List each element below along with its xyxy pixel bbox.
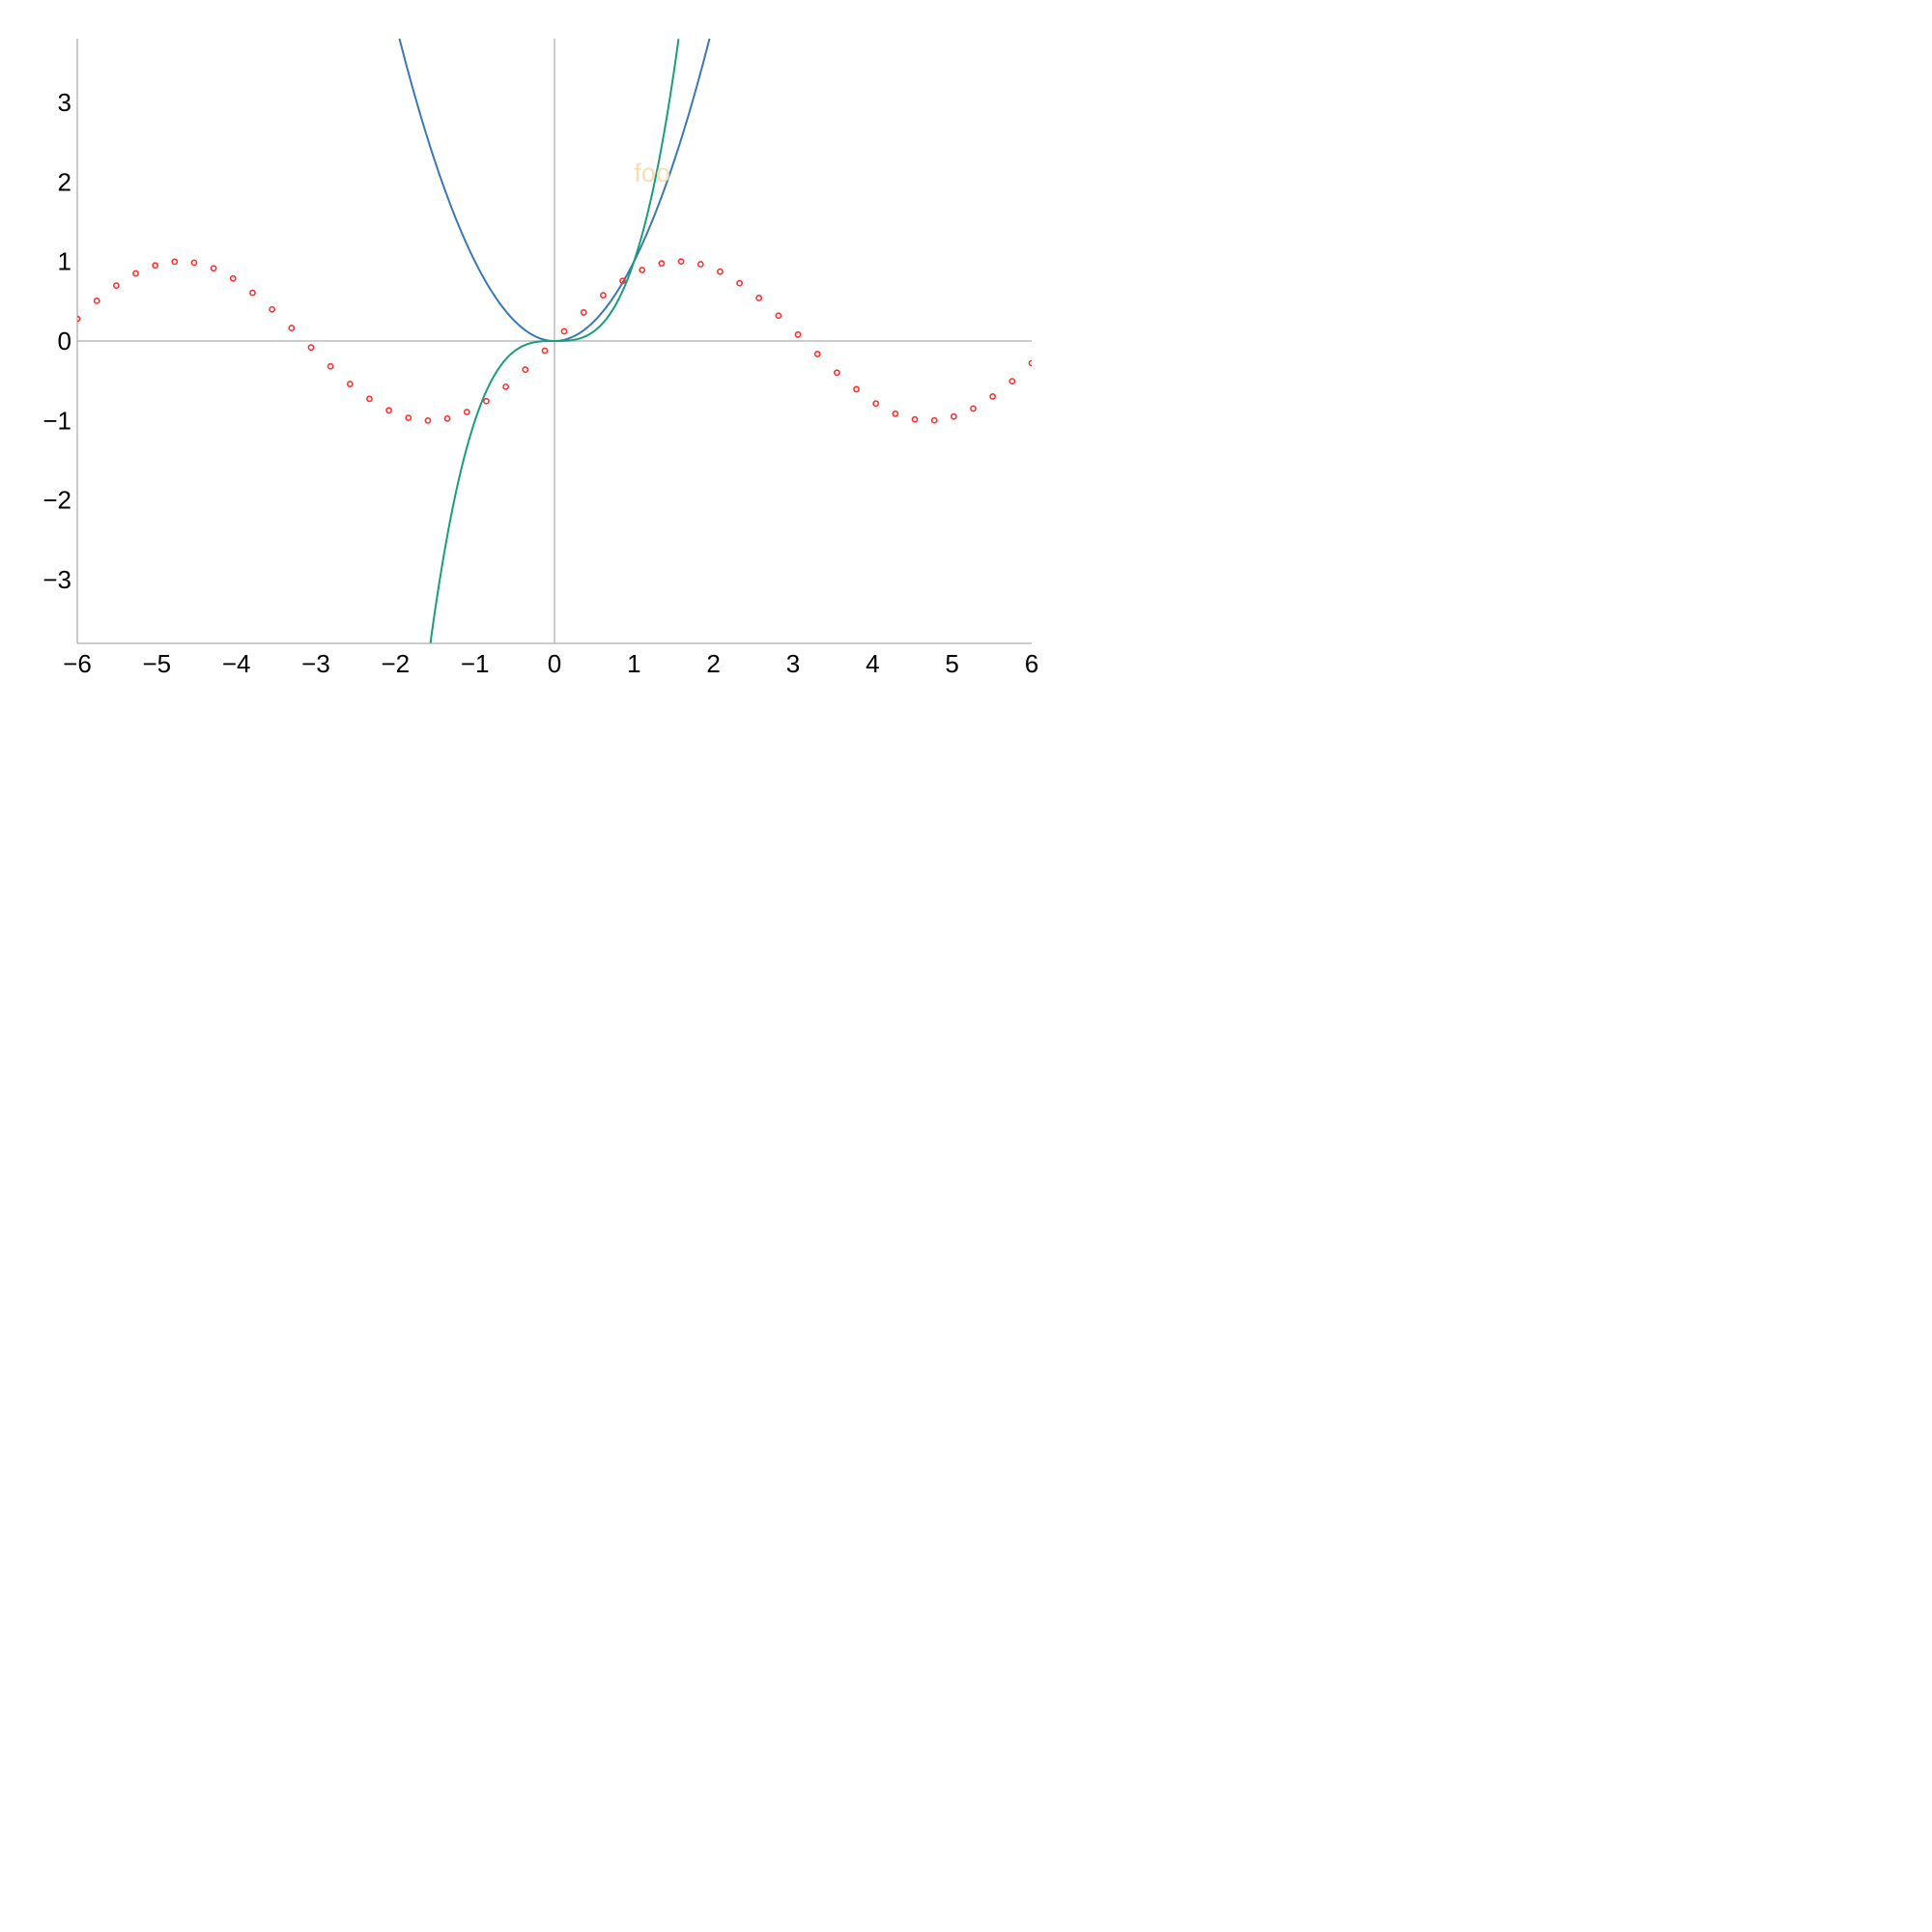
scatter-point bbox=[892, 410, 899, 417]
scatter-point bbox=[229, 274, 237, 282]
scatter-point bbox=[443, 414, 451, 422]
y-tick-label: −3 bbox=[43, 565, 71, 594]
scatter-point bbox=[775, 312, 782, 320]
scatter-point bbox=[405, 414, 412, 421]
scatter-point bbox=[639, 267, 646, 273]
scatter-point bbox=[619, 277, 626, 285]
x-tick-label: 5 bbox=[945, 649, 958, 678]
x-tick-label: −5 bbox=[143, 649, 172, 678]
x-tick-label: 3 bbox=[786, 649, 800, 678]
scatter-point bbox=[77, 315, 81, 323]
scatter-point bbox=[327, 362, 334, 370]
scatter-point bbox=[989, 393, 997, 400]
scatter-point bbox=[385, 407, 392, 414]
annotations: foo bbox=[634, 158, 670, 187]
scatter-point bbox=[755, 295, 763, 301]
x-tick-label: −3 bbox=[301, 649, 330, 678]
x-tick-label: 4 bbox=[866, 649, 879, 678]
scatter-point bbox=[210, 265, 217, 272]
scatter-point bbox=[424, 416, 432, 424]
scatter-point bbox=[580, 309, 587, 316]
scatter-point bbox=[1009, 378, 1016, 384]
scatter-point bbox=[152, 262, 159, 270]
y-tick-label: 2 bbox=[58, 167, 71, 196]
scatter-point bbox=[171, 258, 179, 266]
scatter-point bbox=[269, 305, 276, 313]
scatter-point bbox=[463, 409, 470, 415]
annotation-label: foo bbox=[634, 158, 670, 187]
scatter-point bbox=[794, 330, 802, 338]
scatter-point bbox=[288, 325, 296, 331]
scatter-point bbox=[911, 415, 919, 423]
scatter-point bbox=[717, 268, 724, 275]
series-1 bbox=[429, 39, 680, 643]
scatter-point bbox=[190, 259, 198, 267]
y-tick-label: −1 bbox=[43, 406, 71, 435]
scatter-point bbox=[677, 258, 685, 266]
scatter-point bbox=[658, 260, 666, 268]
y-tick-label: 0 bbox=[58, 327, 71, 355]
scatter-point bbox=[970, 405, 977, 412]
x-tick-label: −2 bbox=[382, 649, 411, 678]
scatter-point bbox=[872, 400, 880, 408]
scatter-point bbox=[1028, 359, 1032, 367]
scatter-point bbox=[813, 351, 821, 357]
scatter-point bbox=[599, 292, 607, 299]
tick-labels: −6 −5 −4 −3 −2 −1 0 1 2 3 4 5 6 −3 −2 −1 0 1 2 3 bbox=[43, 88, 1038, 678]
x-tick-label: −6 bbox=[63, 649, 92, 678]
scatter-point bbox=[483, 397, 490, 405]
scatter-point bbox=[541, 347, 549, 355]
y-tick-label: 1 bbox=[58, 247, 71, 276]
scatter-point bbox=[522, 366, 529, 373]
scatter-point bbox=[930, 416, 938, 424]
x-tick-label: 6 bbox=[1025, 649, 1038, 678]
x-tick-label: 0 bbox=[548, 649, 561, 678]
scatter-point bbox=[249, 289, 256, 297]
plot-series bbox=[77, 39, 1032, 643]
scatter-point bbox=[696, 261, 704, 268]
scatter-point bbox=[950, 412, 957, 420]
y-tick-label: −2 bbox=[43, 486, 71, 515]
series-2 bbox=[77, 258, 1032, 424]
scatter-point bbox=[833, 369, 840, 377]
x-tick-label: −4 bbox=[222, 649, 251, 678]
scatter-point bbox=[307, 344, 315, 352]
scatter-point bbox=[560, 327, 568, 335]
scatter-point bbox=[132, 270, 139, 277]
scatter-point bbox=[112, 282, 120, 289]
x-tick-label: −1 bbox=[461, 649, 490, 678]
x-tick-label: 1 bbox=[627, 649, 640, 678]
scatter-point bbox=[853, 385, 860, 393]
scatter-point bbox=[346, 381, 354, 387]
scatter-point bbox=[93, 298, 100, 304]
scatter-point bbox=[366, 395, 373, 403]
scatter-point bbox=[502, 383, 510, 390]
y-tick-label: 3 bbox=[58, 88, 71, 117]
scatter-point bbox=[736, 279, 743, 287]
x-tick-label: 2 bbox=[706, 649, 720, 678]
series-line bbox=[429, 39, 680, 643]
